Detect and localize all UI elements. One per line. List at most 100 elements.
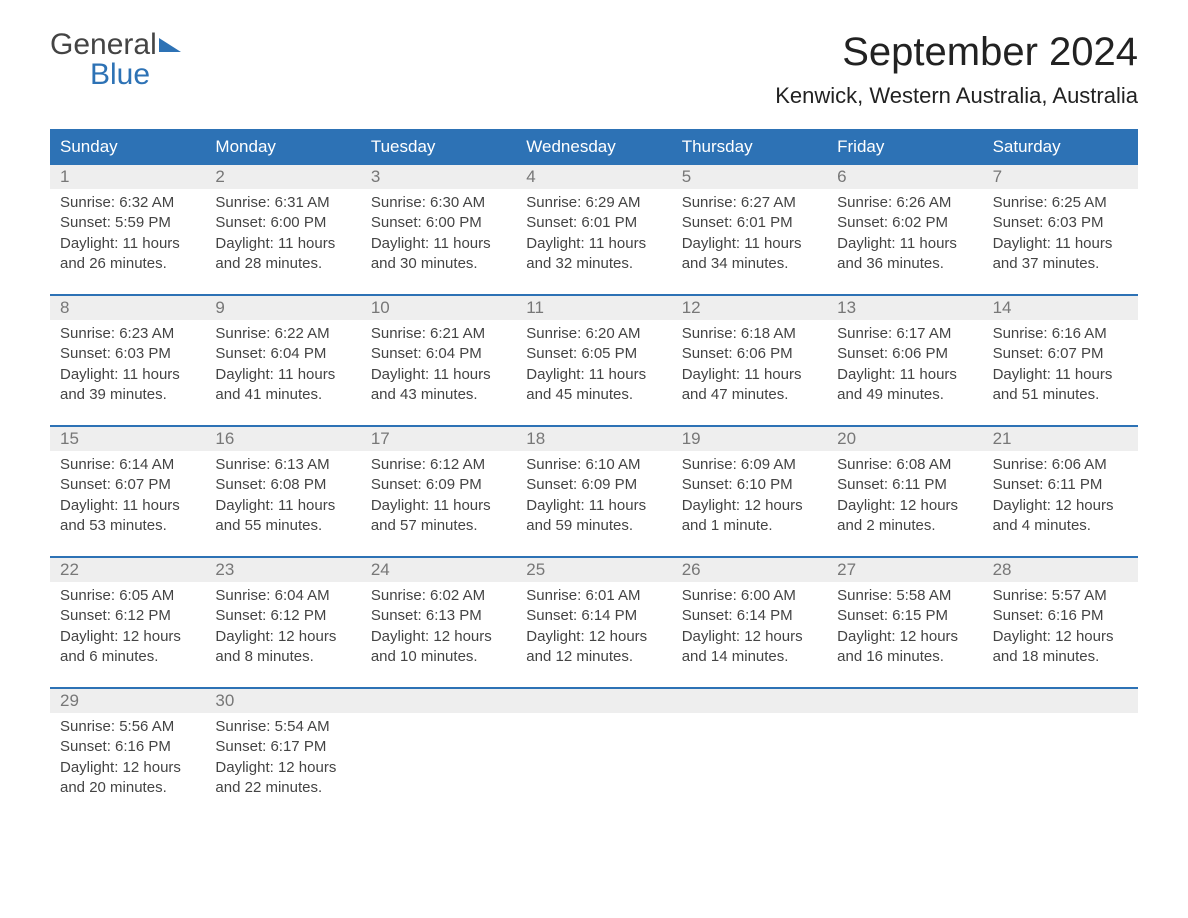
- day-number: 18: [516, 425, 671, 451]
- day-number: 27: [827, 556, 982, 582]
- day-number: 19: [672, 425, 827, 451]
- sunset-line: Sunset: 6:04 PM: [371, 344, 506, 364]
- day-number: [827, 687, 982, 713]
- sunrise-line: Sunrise: 6:18 AM: [682, 324, 817, 344]
- day-body: [361, 713, 516, 818]
- calendar-grid: SundayMondayTuesdayWednesdayThursdayFrid…: [50, 129, 1138, 818]
- day-body: Sunrise: 6:30 AMSunset: 6:00 PMDaylight:…: [361, 189, 516, 294]
- day-number: 30: [205, 687, 360, 713]
- day-number: 16: [205, 425, 360, 451]
- day-body: Sunrise: 5:57 AMSunset: 6:16 PMDaylight:…: [983, 582, 1138, 687]
- day-body: Sunrise: 6:14 AMSunset: 6:07 PMDaylight:…: [50, 451, 205, 556]
- day-body: Sunrise: 6:20 AMSunset: 6:05 PMDaylight:…: [516, 320, 671, 425]
- sunrise-line: Sunrise: 6:09 AM: [682, 455, 817, 475]
- day-number: 4: [516, 163, 671, 189]
- daylight-line: Daylight: 12 hours and 4 minutes.: [993, 496, 1128, 537]
- day-body: [827, 713, 982, 818]
- day-body: Sunrise: 5:54 AMSunset: 6:17 PMDaylight:…: [205, 713, 360, 818]
- sunrise-line: Sunrise: 6:25 AM: [993, 193, 1128, 213]
- daylight-line: Daylight: 11 hours and 43 minutes.: [371, 365, 506, 406]
- daylight-line: Daylight: 11 hours and 37 minutes.: [993, 234, 1128, 275]
- day-number: 22: [50, 556, 205, 582]
- weekday-header: Sunday: [50, 129, 205, 163]
- daylight-line: Daylight: 11 hours and 47 minutes.: [682, 365, 817, 406]
- day-number: [672, 687, 827, 713]
- sunrise-line: Sunrise: 6:02 AM: [371, 586, 506, 606]
- sunrise-line: Sunrise: 6:13 AM: [215, 455, 350, 475]
- sunrise-line: Sunrise: 6:08 AM: [837, 455, 972, 475]
- sunset-line: Sunset: 5:59 PM: [60, 213, 195, 233]
- daylight-line: Daylight: 11 hours and 30 minutes.: [371, 234, 506, 275]
- sunset-line: Sunset: 6:07 PM: [60, 475, 195, 495]
- sunset-line: Sunset: 6:01 PM: [682, 213, 817, 233]
- day-number: 20: [827, 425, 982, 451]
- day-body: Sunrise: 6:21 AMSunset: 6:04 PMDaylight:…: [361, 320, 516, 425]
- location-subtitle: Kenwick, Western Australia, Australia: [775, 83, 1138, 109]
- daylight-line: Daylight: 11 hours and 57 minutes.: [371, 496, 506, 537]
- daylight-line: Daylight: 11 hours and 45 minutes.: [526, 365, 661, 406]
- sunrise-line: Sunrise: 6:22 AM: [215, 324, 350, 344]
- day-body: Sunrise: 6:08 AMSunset: 6:11 PMDaylight:…: [827, 451, 982, 556]
- daylight-line: Daylight: 11 hours and 41 minutes.: [215, 365, 350, 406]
- sunset-line: Sunset: 6:11 PM: [993, 475, 1128, 495]
- daylight-line: Daylight: 11 hours and 36 minutes.: [837, 234, 972, 275]
- day-body: [672, 713, 827, 818]
- daylight-line: Daylight: 11 hours and 26 minutes.: [60, 234, 195, 275]
- day-body: Sunrise: 6:00 AMSunset: 6:14 PMDaylight:…: [672, 582, 827, 687]
- sunrise-line: Sunrise: 6:04 AM: [215, 586, 350, 606]
- day-body: Sunrise: 5:56 AMSunset: 6:16 PMDaylight:…: [50, 713, 205, 818]
- day-body: Sunrise: 6:32 AMSunset: 5:59 PMDaylight:…: [50, 189, 205, 294]
- sunset-line: Sunset: 6:02 PM: [837, 213, 972, 233]
- month-title: September 2024: [775, 30, 1138, 75]
- weekday-header: Saturday: [983, 129, 1138, 163]
- day-number: 15: [50, 425, 205, 451]
- daylight-line: Daylight: 11 hours and 51 minutes.: [993, 365, 1128, 406]
- sunset-line: Sunset: 6:06 PM: [837, 344, 972, 364]
- sunrise-line: Sunrise: 6:21 AM: [371, 324, 506, 344]
- day-body: Sunrise: 6:02 AMSunset: 6:13 PMDaylight:…: [361, 582, 516, 687]
- weekday-header: Thursday: [672, 129, 827, 163]
- day-number: [983, 687, 1138, 713]
- day-number: 9: [205, 294, 360, 320]
- day-number: 23: [205, 556, 360, 582]
- sunset-line: Sunset: 6:12 PM: [215, 606, 350, 626]
- sunset-line: Sunset: 6:16 PM: [993, 606, 1128, 626]
- sunset-line: Sunset: 6:10 PM: [682, 475, 817, 495]
- sunrise-line: Sunrise: 6:32 AM: [60, 193, 195, 213]
- day-number: 1: [50, 163, 205, 189]
- logo-text-1: General: [50, 30, 157, 60]
- page-header: General Blue September 2024 Kenwick, Wes…: [50, 30, 1138, 109]
- sunset-line: Sunset: 6:01 PM: [526, 213, 661, 233]
- day-number: 21: [983, 425, 1138, 451]
- day-number: [516, 687, 671, 713]
- day-body: Sunrise: 6:27 AMSunset: 6:01 PMDaylight:…: [672, 189, 827, 294]
- sunset-line: Sunset: 6:07 PM: [993, 344, 1128, 364]
- day-body: Sunrise: 6:26 AMSunset: 6:02 PMDaylight:…: [827, 189, 982, 294]
- sunset-line: Sunset: 6:09 PM: [526, 475, 661, 495]
- sunrise-line: Sunrise: 6:23 AM: [60, 324, 195, 344]
- day-body: Sunrise: 6:12 AMSunset: 6:09 PMDaylight:…: [361, 451, 516, 556]
- weekday-header: Monday: [205, 129, 360, 163]
- sunset-line: Sunset: 6:06 PM: [682, 344, 817, 364]
- day-number: 8: [50, 294, 205, 320]
- sunrise-line: Sunrise: 6:14 AM: [60, 455, 195, 475]
- daylight-line: Daylight: 11 hours and 39 minutes.: [60, 365, 195, 406]
- daylight-line: Daylight: 11 hours and 28 minutes.: [215, 234, 350, 275]
- daylight-line: Daylight: 11 hours and 32 minutes.: [526, 234, 661, 275]
- sunrise-line: Sunrise: 5:56 AM: [60, 717, 195, 737]
- sunrise-line: Sunrise: 6:10 AM: [526, 455, 661, 475]
- day-number: 28: [983, 556, 1138, 582]
- day-body: [983, 713, 1138, 818]
- sunrise-line: Sunrise: 5:58 AM: [837, 586, 972, 606]
- day-body: Sunrise: 6:05 AMSunset: 6:12 PMDaylight:…: [50, 582, 205, 687]
- daylight-line: Daylight: 12 hours and 22 minutes.: [215, 758, 350, 799]
- sunset-line: Sunset: 6:03 PM: [60, 344, 195, 364]
- daylight-line: Daylight: 12 hours and 16 minutes.: [837, 627, 972, 668]
- day-body: Sunrise: 6:10 AMSunset: 6:09 PMDaylight:…: [516, 451, 671, 556]
- sunrise-line: Sunrise: 6:05 AM: [60, 586, 195, 606]
- sunset-line: Sunset: 6:03 PM: [993, 213, 1128, 233]
- daylight-line: Daylight: 12 hours and 12 minutes.: [526, 627, 661, 668]
- sunset-line: Sunset: 6:04 PM: [215, 344, 350, 364]
- sunset-line: Sunset: 6:13 PM: [371, 606, 506, 626]
- sunrise-line: Sunrise: 5:57 AM: [993, 586, 1128, 606]
